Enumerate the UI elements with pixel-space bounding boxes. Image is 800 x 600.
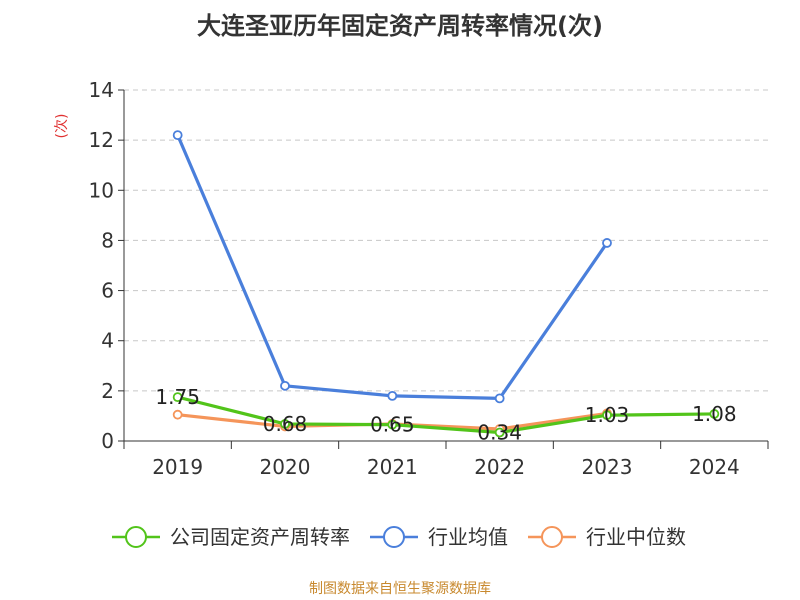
series-line [176, 133, 609, 400]
data-point[interactable] [280, 380, 290, 391]
data-point[interactable] [387, 390, 398, 401]
series-line [176, 395, 716, 435]
x-tick-label: 2024 [689, 455, 740, 479]
legend-item[interactable]: 行业均值 [370, 525, 508, 549]
y-tick-label: 0 [101, 429, 114, 453]
data-label: 0.65 [370, 413, 415, 437]
data-point[interactable] [172, 392, 183, 403]
legend-swatch-marker [125, 526, 147, 548]
x-tick-label: 2023 [582, 455, 633, 479]
data-point[interactable] [602, 410, 612, 421]
source-note: 制图数据来自恒生聚源数据库 [309, 581, 491, 597]
axes: 0 2 4 6 8 10 12 14 2019 2020 2021 2022 2023 2024 [89, 78, 769, 479]
chart-title: 大连圣亚历年固定资产周转率情况(次) [197, 12, 603, 40]
legend-swatch-marker [541, 526, 563, 548]
data-label: 0.68 [263, 412, 308, 436]
legend-swatch-marker [383, 526, 405, 548]
grid-lines [124, 89, 768, 392]
y-axis-label: (次) [54, 114, 70, 139]
data-point[interactable] [709, 409, 720, 419]
y-tick-label: 10 [89, 178, 114, 202]
data-label: 1.08 [692, 402, 737, 426]
y-tick-label: 2 [101, 379, 114, 403]
y-tick-label: 14 [89, 78, 114, 102]
data-point[interactable] [494, 427, 505, 438]
data-point[interactable] [387, 419, 398, 430]
legend-label: 行业中位数 [586, 525, 686, 549]
legend-label: 行业均值 [428, 525, 508, 549]
data-label: 1.75 [155, 385, 200, 409]
data-point[interactable] [172, 130, 183, 141]
data-point[interactable] [280, 419, 290, 429]
y-tick-label: 4 [101, 329, 114, 353]
legend[interactable]: 公司固定资产周转率 行业均值 行业中位数 [112, 525, 686, 549]
legend-item[interactable]: 行业中位数 [528, 525, 686, 549]
data-point[interactable] [172, 409, 183, 420]
y-tick-label: 8 [101, 228, 114, 252]
y-tick-label: 6 [101, 279, 114, 303]
legend-item[interactable]: 公司固定资产周转率 [112, 525, 350, 549]
x-tick-label: 2022 [474, 455, 525, 479]
x-tick-label: 2020 [260, 455, 311, 479]
x-tick-label: 2019 [152, 455, 203, 479]
data-label: 1.03 [585, 403, 630, 427]
series-layer [172, 130, 720, 438]
data-point[interactable] [494, 393, 505, 404]
x-tick-label: 2021 [367, 455, 418, 479]
data-labels: 1.75 0.68 0.65 0.34 1.03 1.08 [155, 385, 736, 444]
legend-label: 公司固定资产周转率 [170, 525, 350, 549]
y-tick-label: 12 [89, 128, 114, 152]
data-point[interactable] [602, 238, 612, 248]
data-label: 0.34 [477, 420, 522, 444]
